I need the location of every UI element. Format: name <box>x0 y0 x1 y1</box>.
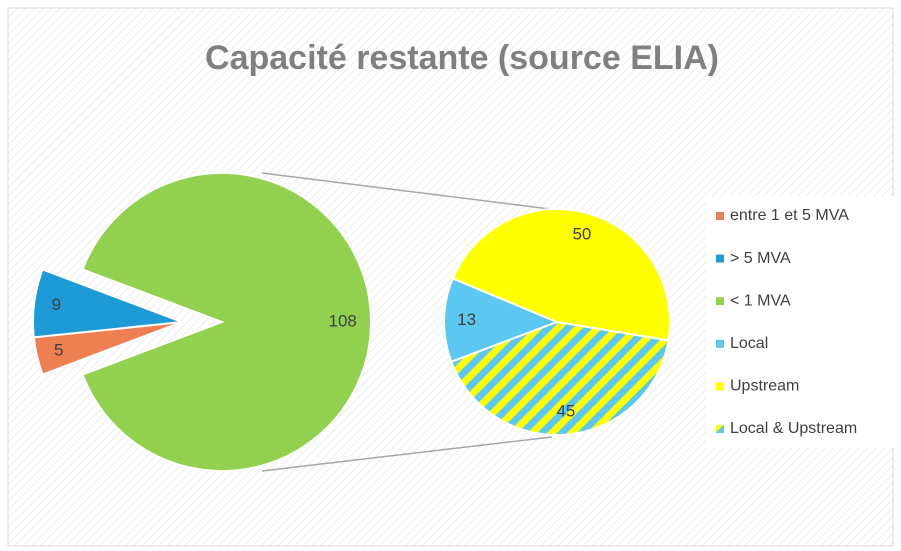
connector-line <box>261 436 553 472</box>
sub-pie-slice <box>449 320 670 436</box>
data-label: 13 <box>457 310 476 329</box>
legend-label: Upstream <box>730 378 799 395</box>
sub-pie-slice <box>443 277 560 364</box>
legend-label: < 1 MVA <box>730 292 791 309</box>
data-label: 45 <box>556 401 575 420</box>
legend-swatch <box>716 254 724 263</box>
data-label: 9 <box>52 295 61 314</box>
pie-slice <box>81 172 372 472</box>
data-label: 108 <box>329 311 357 330</box>
sub-pie-slice <box>451 208 671 342</box>
legend-label: Local & Upstream <box>730 420 857 437</box>
legend-swatch <box>716 339 724 348</box>
data-label: 50 <box>572 225 591 244</box>
legend-label: > 5 MVA <box>730 250 791 267</box>
connector-line <box>261 172 551 210</box>
data-label: 5 <box>54 341 63 360</box>
pie-slice <box>32 268 183 339</box>
legend-swatch <box>716 297 724 306</box>
legend-swatch <box>716 212 724 220</box>
legend-label: entre 1 et 5 MVA <box>730 207 849 224</box>
chart-title: Capacité restante (source ELIA) <box>205 39 719 77</box>
legend-box <box>706 196 896 448</box>
legend-swatch <box>716 382 724 391</box>
legend-label: Local <box>730 335 768 352</box>
legend-swatch <box>716 425 724 433</box>
